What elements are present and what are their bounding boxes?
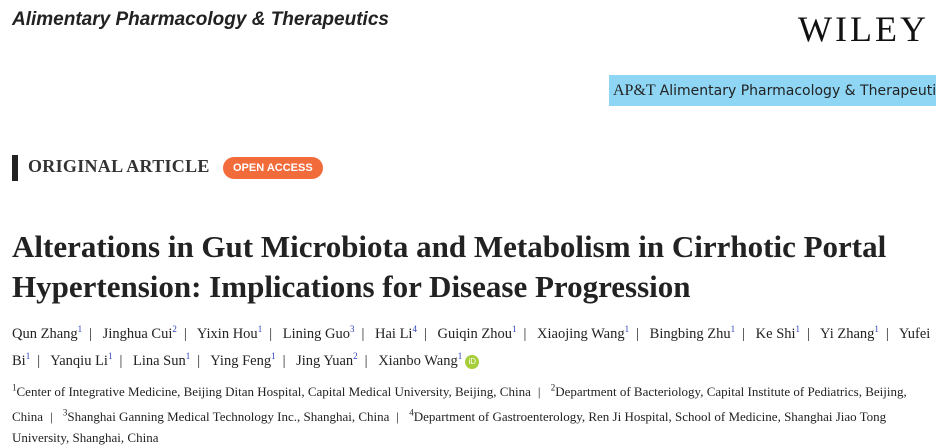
affiliation-number: 4 bbox=[409, 407, 414, 418]
author-name[interactable]: Yixin Hou bbox=[196, 325, 258, 342]
affiliation: 4Department of Gastroenterology, Ren Ji … bbox=[12, 407, 887, 445]
author[interactable]: Hai Li4 bbox=[375, 324, 417, 342]
author-affiliation-ref[interactable]: 1 bbox=[624, 324, 630, 334]
author[interactable]: Guiqin Zhou1 bbox=[437, 324, 517, 342]
author-affiliation-ref[interactable]: 1 bbox=[795, 324, 801, 334]
publisher-logo[interactable]: WILEY bbox=[798, 9, 929, 49]
author-affiliation-ref[interactable]: 1 bbox=[77, 324, 83, 334]
author-affiliation-ref[interactable]: 4 bbox=[412, 324, 417, 334]
separator: | bbox=[364, 352, 368, 369]
author-name[interactable]: Qun Zhang bbox=[12, 325, 78, 342]
affiliation-list: 1Center of Integrative Medicine, Beijing… bbox=[12, 378, 942, 448]
author-affiliation-ref[interactable]: 2 bbox=[172, 324, 177, 334]
author-name[interactable]: Xiaojing Wang bbox=[537, 325, 625, 342]
separator: | bbox=[742, 325, 746, 342]
author-name[interactable]: Yufei Bi bbox=[12, 325, 931, 369]
article-type-bar bbox=[12, 155, 18, 181]
author-affiliation-ref[interactable]: 2 bbox=[353, 350, 358, 361]
author[interactable]: Bingbing Zhu1 bbox=[649, 324, 736, 342]
article-type: ORIGINAL ARTICLE bbox=[28, 156, 210, 176]
separator: | bbox=[50, 408, 53, 424]
author[interactable]: Xiaojing Wang1 bbox=[537, 324, 630, 342]
author-affiliation-ref[interactable]: 1 bbox=[257, 324, 263, 334]
separator: | bbox=[119, 352, 123, 369]
author-name[interactable]: Jing Yuan bbox=[296, 352, 354, 369]
affiliation-text: Department of Gastroenterology, Ren Ji H… bbox=[12, 408, 887, 445]
author-affiliation-ref[interactable]: 1 bbox=[874, 324, 879, 334]
author-affiliation-ref[interactable]: 1 bbox=[107, 350, 113, 361]
separator: | bbox=[89, 325, 93, 342]
author-name[interactable]: Jinghua Cui bbox=[102, 325, 173, 342]
author-name[interactable]: Xianbo Wang bbox=[378, 352, 458, 369]
author-name[interactable]: Lina Sun bbox=[132, 352, 186, 369]
journal-banner-name: Alimentary Pharmacology & Therapeutics bbox=[659, 83, 936, 99]
orcid-icon[interactable]: iD bbox=[465, 354, 480, 369]
author[interactable]: Yanqiu Li1 bbox=[50, 350, 113, 369]
separator: | bbox=[183, 325, 187, 342]
separator: | bbox=[396, 408, 400, 424]
separator: | bbox=[537, 384, 541, 400]
separator: | bbox=[361, 325, 365, 342]
affiliation: 1Center of Integrative Medicine, Beijing… bbox=[12, 383, 531, 400]
separator: | bbox=[423, 325, 427, 342]
author-affiliation-ref[interactable]: 1 bbox=[271, 350, 276, 361]
author-name[interactable]: Bingbing Zhu bbox=[649, 325, 731, 342]
author-name[interactable]: Yi Zhang bbox=[820, 325, 875, 342]
author[interactable]: Yi Zhang1 bbox=[820, 324, 879, 342]
author-name[interactable]: Hai Li bbox=[375, 325, 413, 342]
author-name[interactable]: Lining Guo bbox=[282, 325, 350, 342]
author-affiliation-ref[interactable]: 1 bbox=[25, 350, 31, 361]
author[interactable]: Ying Feng1 bbox=[210, 350, 276, 369]
author-name[interactable]: Ying Feng bbox=[210, 352, 272, 369]
separator: | bbox=[636, 325, 640, 342]
article-title: Alterations in Gut Microbiota and Metabo… bbox=[12, 229, 887, 304]
affiliation-text: Center of Integrative Medicine, Beijing … bbox=[16, 384, 531, 400]
separator: | bbox=[269, 325, 273, 342]
journal-abbreviation: AP&T bbox=[613, 82, 656, 99]
author[interactable]: Jinghua Cui2 bbox=[102, 324, 177, 342]
separator: | bbox=[523, 325, 527, 342]
affiliation-number: 3 bbox=[62, 407, 68, 418]
journal-banner[interactable]: AP&T Alimentary Pharmacology & Therapeuti… bbox=[609, 75, 936, 106]
author-list: Qun Zhang1 | Jinghua Cui2 | Yixin Hou1 | Li… bbox=[12, 318, 942, 372]
separator: | bbox=[282, 352, 286, 369]
author-name[interactable]: Guiqin Zhou bbox=[437, 325, 513, 342]
separator: | bbox=[807, 325, 810, 342]
author[interactable]: Xianbo Wang1 bbox=[378, 350, 463, 369]
author[interactable]: Lina Sun1 bbox=[132, 350, 191, 369]
author[interactable]: Ke Shi1 bbox=[755, 324, 801, 342]
author[interactable]: Yixin Hou1 bbox=[196, 324, 263, 342]
author[interactable]: Yufei Bi1 bbox=[12, 326, 930, 369]
author[interactable]: Qun Zhang1 bbox=[12, 324, 83, 342]
separator: | bbox=[37, 352, 41, 369]
author-name[interactable]: Ke Shi bbox=[755, 325, 796, 342]
author-affiliation-ref[interactable]: 1 bbox=[512, 324, 517, 334]
affiliation-text: Shanghai Ganning Medical Technology Inc.… bbox=[67, 408, 390, 424]
journal-title: Alimentary Pharmacology & Therapeutics bbox=[12, 9, 389, 30]
author-affiliation-ref[interactable]: 3 bbox=[349, 324, 355, 334]
separator: | bbox=[197, 352, 201, 369]
affiliation: 3Shanghai Ganning Medical Technology Inc… bbox=[62, 407, 390, 424]
author[interactable]: Jing Yuan2 bbox=[296, 350, 358, 369]
affiliation-number: 1 bbox=[12, 383, 17, 393]
author[interactable]: Lining Guo3 bbox=[282, 324, 355, 342]
author-affiliation-ref[interactable]: 1 bbox=[457, 350, 463, 361]
affiliation: 2Department of Bacteriology, Capital Ins… bbox=[12, 383, 907, 424]
affiliation-number: 2 bbox=[550, 383, 556, 393]
open-access-badge: OPEN ACCESS bbox=[223, 157, 323, 179]
author-affiliation-ref[interactable]: 1 bbox=[730, 324, 736, 334]
author-name[interactable]: Yanqiu Li bbox=[50, 352, 108, 369]
author-affiliation-ref[interactable]: 1 bbox=[185, 350, 191, 361]
separator: | bbox=[885, 325, 889, 342]
affiliation-text: Department of Bacteriology, Capital Inst… bbox=[12, 384, 907, 424]
